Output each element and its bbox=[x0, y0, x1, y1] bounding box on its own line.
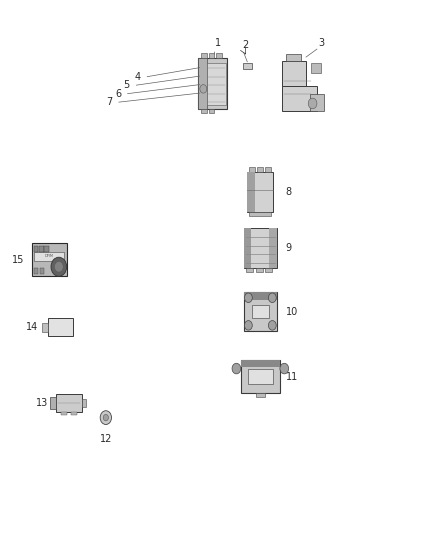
Text: 6: 6 bbox=[115, 88, 121, 99]
Bar bbox=[241, 360, 280, 367]
Bar bbox=[82, 399, 86, 407]
Bar bbox=[244, 228, 251, 268]
Bar bbox=[250, 212, 271, 216]
Text: 14: 14 bbox=[26, 322, 39, 333]
Bar bbox=[248, 369, 272, 384]
Text: 11: 11 bbox=[286, 372, 298, 382]
Bar bbox=[310, 94, 324, 111]
Text: 10: 10 bbox=[286, 306, 298, 317]
Bar bbox=[282, 61, 307, 86]
Bar bbox=[282, 86, 317, 111]
Circle shape bbox=[244, 320, 252, 330]
Circle shape bbox=[100, 411, 112, 424]
Bar bbox=[201, 53, 207, 59]
Bar bbox=[244, 293, 277, 300]
Bar bbox=[61, 412, 67, 416]
Circle shape bbox=[268, 320, 276, 330]
Bar bbox=[34, 246, 39, 252]
Circle shape bbox=[308, 98, 317, 109]
Bar bbox=[286, 54, 301, 61]
Bar bbox=[256, 268, 263, 272]
Bar bbox=[208, 53, 214, 59]
Bar bbox=[40, 268, 45, 274]
Bar bbox=[39, 246, 44, 252]
Bar bbox=[45, 246, 49, 252]
Bar bbox=[252, 305, 269, 318]
Bar bbox=[208, 109, 214, 113]
Bar bbox=[42, 323, 47, 332]
Text: 5: 5 bbox=[124, 80, 130, 90]
Circle shape bbox=[51, 257, 67, 276]
Circle shape bbox=[232, 364, 241, 374]
Text: 9: 9 bbox=[286, 243, 292, 253]
Bar bbox=[265, 167, 271, 172]
Bar bbox=[257, 167, 263, 172]
Circle shape bbox=[54, 262, 63, 272]
Bar bbox=[247, 172, 254, 212]
Circle shape bbox=[268, 293, 276, 303]
Text: 15: 15 bbox=[12, 255, 24, 264]
Text: 12: 12 bbox=[100, 433, 112, 443]
Bar bbox=[32, 243, 67, 276]
Bar bbox=[198, 59, 227, 109]
Circle shape bbox=[103, 415, 109, 421]
Text: DPIM: DPIM bbox=[45, 254, 54, 258]
Bar bbox=[247, 172, 273, 212]
Text: 8: 8 bbox=[286, 187, 292, 197]
Circle shape bbox=[244, 293, 252, 303]
Bar bbox=[201, 109, 207, 113]
Bar bbox=[34, 252, 64, 261]
Bar bbox=[47, 318, 73, 336]
Bar bbox=[49, 397, 56, 409]
Bar bbox=[250, 167, 255, 172]
Text: 2: 2 bbox=[242, 40, 248, 50]
Text: 4: 4 bbox=[134, 71, 141, 82]
Bar bbox=[71, 412, 77, 416]
Bar bbox=[311, 63, 321, 73]
Bar bbox=[34, 268, 39, 274]
Bar bbox=[246, 268, 253, 272]
Bar bbox=[216, 53, 222, 59]
Bar bbox=[269, 228, 277, 268]
Bar bbox=[241, 360, 280, 393]
Bar bbox=[244, 293, 277, 330]
Text: 13: 13 bbox=[36, 398, 48, 408]
Text: 7: 7 bbox=[106, 97, 113, 107]
Bar bbox=[56, 394, 82, 412]
Circle shape bbox=[280, 364, 289, 374]
Bar bbox=[244, 228, 277, 268]
Bar bbox=[265, 268, 272, 272]
Bar bbox=[198, 59, 207, 109]
Bar bbox=[207, 63, 226, 104]
Circle shape bbox=[200, 85, 207, 93]
Bar bbox=[243, 63, 252, 69]
Text: 3: 3 bbox=[318, 38, 325, 48]
Text: 1: 1 bbox=[215, 37, 221, 47]
Bar bbox=[256, 393, 265, 398]
